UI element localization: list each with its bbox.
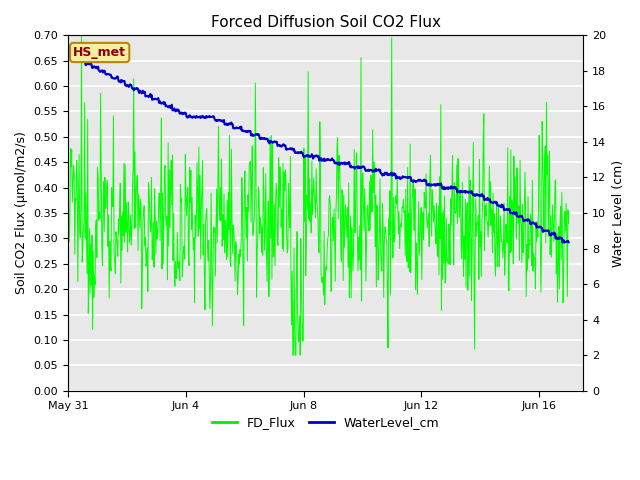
Text: HS_met: HS_met <box>73 46 126 59</box>
Legend: FD_Flux, WaterLevel_cm: FD_Flux, WaterLevel_cm <box>207 411 444 434</box>
Y-axis label: Soil CO2 Flux (μmol/m2/s): Soil CO2 Flux (μmol/m2/s) <box>15 132 28 294</box>
Title: Forced Diffusion Soil CO2 Flux: Forced Diffusion Soil CO2 Flux <box>211 15 441 30</box>
Y-axis label: Water Level (cm): Water Level (cm) <box>612 159 625 266</box>
